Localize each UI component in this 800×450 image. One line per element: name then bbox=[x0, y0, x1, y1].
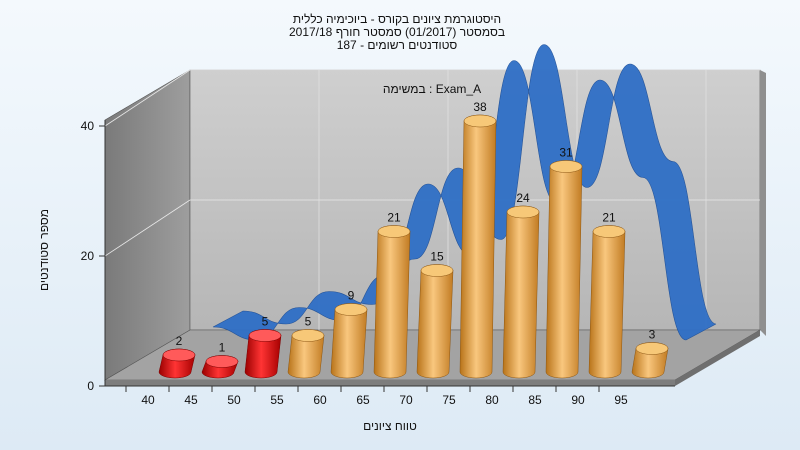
task-annotation: במשימה : Exam_A bbox=[383, 82, 481, 96]
x-tick-label: 75 bbox=[442, 393, 456, 407]
bar-50 bbox=[244, 329, 282, 379]
floor-right-edge bbox=[675, 330, 760, 386]
data-label-65: 21 bbox=[387, 211, 401, 225]
data-label-50: 5 bbox=[262, 315, 269, 329]
bar-top bbox=[162, 348, 196, 362]
y-axis-label: מספר סטודנטים bbox=[37, 209, 51, 291]
data-label-85: 31 bbox=[559, 146, 573, 160]
bar-95 bbox=[631, 342, 669, 379]
x-tick-label: 50 bbox=[227, 393, 241, 407]
bar-70 bbox=[416, 264, 454, 379]
x-tick-label: 95 bbox=[614, 393, 628, 407]
x-tick-label: 65 bbox=[356, 393, 370, 407]
chart-title-line-2: בסמסטר (01/2017) סמסטר חורף 2017/18 bbox=[289, 25, 505, 39]
bar-top bbox=[248, 329, 282, 342]
x-tick-label: 90 bbox=[571, 393, 585, 407]
grid-line-side bbox=[104, 199, 191, 257]
bar-body bbox=[502, 205, 540, 379]
bar-top bbox=[549, 160, 583, 173]
data-label-90: 21 bbox=[602, 211, 616, 225]
data-label-80: 24 bbox=[516, 191, 530, 205]
y-tick-label: 0 bbox=[87, 379, 94, 393]
bar-80 bbox=[502, 205, 540, 379]
data-label-75: 38 bbox=[473, 100, 487, 114]
bar-55 bbox=[287, 329, 325, 379]
floor-front-edge bbox=[105, 380, 675, 386]
x-tick-label: 60 bbox=[313, 393, 327, 407]
bar-top bbox=[463, 114, 497, 128]
x-tick-label: 55 bbox=[270, 393, 284, 407]
x-tick-label: 70 bbox=[399, 393, 413, 407]
x-axis-label: טווח ציונים bbox=[363, 419, 417, 433]
bar-top bbox=[635, 342, 669, 355]
bar-top bbox=[592, 225, 626, 238]
right-wall-edge bbox=[760, 70, 766, 336]
bar-body bbox=[588, 225, 626, 379]
bar-top bbox=[291, 329, 325, 342]
bar-top bbox=[205, 355, 239, 368]
x-ticks: 40 45 50 55 60 65 70 75 80 85 90 95 bbox=[125, 386, 628, 407]
bar-body bbox=[373, 225, 411, 379]
bar-body bbox=[416, 264, 454, 379]
x-tick-label: 40 bbox=[141, 393, 155, 407]
x-tick-label: 45 bbox=[184, 393, 198, 407]
y-ticks: 0 20 40 bbox=[81, 119, 105, 393]
bar-body bbox=[545, 160, 583, 379]
bar-45 bbox=[201, 355, 239, 379]
data-label-55: 5 bbox=[305, 315, 312, 329]
y-tick-label: 20 bbox=[81, 249, 95, 263]
bar-40 bbox=[158, 348, 196, 379]
bar-65 bbox=[373, 225, 411, 379]
bar-top bbox=[377, 225, 411, 238]
bar-top bbox=[420, 264, 454, 277]
x-tick-label: 80 bbox=[485, 393, 499, 407]
data-label-95: 3 bbox=[649, 328, 656, 342]
grid-line-side bbox=[104, 69, 191, 127]
bar-85 bbox=[545, 160, 583, 379]
data-label-45: 1 bbox=[219, 341, 226, 355]
bar-90 bbox=[588, 225, 626, 379]
bar-60 bbox=[330, 303, 368, 379]
chart-title-line-3: סטודנטים רשומים - 187 bbox=[337, 38, 458, 52]
x-tick-label: 85 bbox=[528, 393, 542, 407]
data-label-40: 2 bbox=[176, 334, 183, 348]
bar-top bbox=[334, 303, 368, 316]
data-label-60: 9 bbox=[348, 289, 355, 303]
chart-title-line-1: היסטוגרמת ציונים בקורס - ביוכימיה כללית bbox=[293, 12, 501, 26]
bar-top bbox=[506, 205, 540, 219]
bar-body bbox=[459, 114, 497, 379]
bars bbox=[158, 114, 669, 379]
bar-75 bbox=[459, 114, 497, 379]
y-tick-label: 40 bbox=[81, 119, 95, 133]
data-label-70: 15 bbox=[430, 250, 444, 264]
